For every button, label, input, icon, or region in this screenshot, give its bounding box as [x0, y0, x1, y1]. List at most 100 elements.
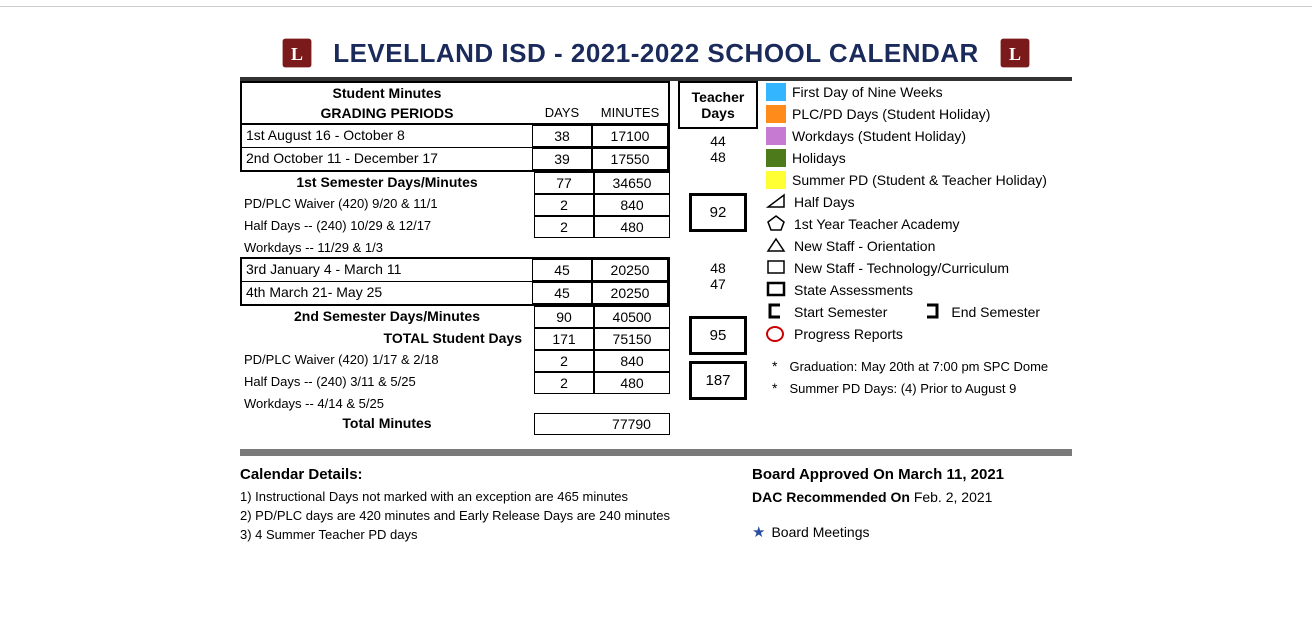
legend-label: Workdays (Student Holiday) — [792, 128, 966, 144]
legend-label: Summer PD (Student & Teacher Holiday) — [792, 172, 1047, 188]
district-logo-left: L — [279, 35, 315, 71]
note-row: * Graduation: May 20th at 7:00 pm SPC Dom… — [766, 355, 1072, 377]
legend-label: State Assessments — [794, 282, 913, 298]
minutes-header: MINUTES — [592, 103, 668, 123]
period-3-label: 3rd January 4 - March 11 — [242, 259, 532, 281]
hd2-days: 2 — [534, 372, 594, 394]
period-3-days: 45 — [532, 259, 592, 281]
page-title: LEVELLAND ISD - 2021-2022 SCHOOL CALENDA… — [333, 38, 979, 69]
start-bracket-icon — [766, 303, 788, 322]
swatch-icon — [766, 171, 786, 189]
legend-label: 1st Year Teacher Academy — [794, 216, 960, 232]
legend-row: New Staff - Technology/Curriculum — [766, 257, 1072, 279]
total-student-days: 171 — [534, 328, 594, 350]
legend-row: New Staff - Orientation — [766, 235, 1072, 257]
period-2-minutes: 17550 — [592, 148, 668, 170]
pd2-days: 2 — [534, 350, 594, 372]
student-minutes-table: Student Minutes GRADING PERIODS DAYS MIN… — [240, 81, 670, 435]
asterisk-icon: * — [766, 358, 783, 374]
rectangle-bold-icon — [766, 281, 788, 300]
swatch-icon — [766, 127, 786, 145]
rectangle-outline-icon — [766, 259, 788, 278]
legend-label: Half Days — [794, 194, 855, 210]
header: L LEVELLAND ISD - 2021-2022 SCHOOL CALEN… — [0, 35, 1312, 81]
total-student-minutes: 75150 — [594, 328, 670, 350]
grading-periods-header: GRADING PERIODS — [242, 103, 532, 123]
legend-row: State Assessments — [766, 279, 1072, 301]
sem2-label: 2nd Semester Days/Minutes — [240, 306, 534, 328]
detail-3: 3) 4 Summer Teacher PD days — [240, 527, 712, 542]
period-1-minutes: 17100 — [592, 125, 668, 147]
wk2-label: Workdays -- 4/14 & 5/25 — [240, 394, 534, 413]
dac-recommended: DAC Recommended On Feb. 2, 2021 — [752, 489, 1072, 505]
teacher-days-p1: 44 — [678, 133, 758, 149]
triangle-icon — [766, 237, 788, 256]
asterisk-icon: * — [766, 380, 783, 396]
legend-row: Start Semester End Semester — [766, 301, 1072, 323]
legend-row: Workdays (Student Holiday) — [766, 125, 1072, 147]
total-minutes-label: Total Minutes — [240, 413, 534, 435]
legend-row: Summer PD (Student & Teacher Holiday) — [766, 169, 1072, 191]
svg-text:L: L — [1009, 44, 1021, 64]
legend-row: PLC/PD Days (Student Holiday) — [766, 103, 1072, 125]
period-4-days: 45 — [532, 282, 592, 304]
hd2-label: Half Days -- (240) 3/11 & 5/25 — [240, 372, 534, 394]
period-2-label: 2nd October 11 - December 17 — [242, 148, 532, 170]
board-approved: Board Approved On March 11, 2021 — [752, 466, 1072, 483]
legend-row: Progress Reports — [766, 323, 1072, 345]
sem2-days: 90 — [534, 306, 594, 328]
district-logo-right: L — [997, 35, 1033, 71]
period-2-days: 39 — [532, 148, 592, 170]
legend-label: Progress Reports — [794, 326, 903, 342]
sem1-label: 1st Semester Days/Minutes — [240, 172, 534, 194]
calendar-details-header: Calendar Details: — [240, 466, 712, 483]
pd2-minutes: 840 — [594, 350, 670, 372]
period-4-label: 4th March 21- May 25 — [242, 282, 532, 304]
hd1-label: Half Days -- (240) 10/29 & 12/17 — [240, 216, 534, 238]
legend: First Day of Nine Weeks PLC/PD Days (Stu… — [766, 81, 1072, 435]
legend-label: Start Semester — [794, 304, 887, 320]
pd1-minutes: 840 — [594, 194, 670, 216]
legend-label: Holidays — [792, 150, 846, 166]
teacher-days-sem1: 92 — [689, 193, 747, 232]
svg-text:L: L — [291, 44, 303, 64]
hd1-minutes: 480 — [594, 216, 670, 238]
hd2-minutes: 480 — [594, 372, 670, 394]
period-1-label: 1st August 16 - October 8 — [242, 125, 532, 147]
legend-label: First Day of Nine Weeks — [792, 84, 943, 100]
detail-2: 2) PD/PLC days are 420 minutes and Early… — [240, 508, 712, 523]
half-triangle-icon — [766, 193, 788, 212]
end-bracket-icon — [923, 303, 945, 322]
period-1-days: 38 — [532, 125, 592, 147]
teacher-days-sem2: 95 — [689, 316, 747, 355]
legend-row: First Day of Nine Weeks — [766, 81, 1072, 103]
period-4-minutes: 20250 — [592, 282, 668, 304]
legend-row: Half Days — [766, 191, 1072, 213]
star-icon: ★ — [752, 524, 765, 541]
total-student-label: TOTAL Student Days — [240, 328, 534, 350]
note-row: *Summer PD Days: (4) Prior to August 9 — [766, 377, 1072, 399]
note-graduation: Graduation: May 20th at 7:00 pm SPC Dome — [789, 359, 1048, 374]
swatch-icon — [766, 83, 786, 101]
detail-1: 1) Instructional Days not marked with an… — [240, 489, 712, 504]
pd1-days: 2 — [534, 194, 594, 216]
legend-row: 1st Year Teacher Academy — [766, 213, 1072, 235]
student-minutes-header: Student Minutes — [242, 83, 532, 103]
teacher-days-p4: 47 — [678, 276, 758, 292]
wk1-label: Workdays -- 11/29 & 1/3 — [240, 238, 534, 257]
legend-label: New Staff - Technology/Curriculum — [794, 260, 1009, 276]
legend-row: Holidays — [766, 147, 1072, 169]
days-header: DAYS — [532, 103, 592, 123]
hd1-days: 2 — [534, 216, 594, 238]
teacher-days-p3: 48 — [678, 260, 758, 276]
board-meetings-row: ★Board Meetings — [752, 523, 1072, 541]
pentagon-icon — [766, 214, 788, 235]
swatch-icon — [766, 149, 786, 167]
sem1-minutes: 34650 — [594, 172, 670, 194]
teacher-days-p2: 48 — [678, 149, 758, 165]
teacher-days-column: Teacher Days 44 48 92 48 47 95 187 — [678, 81, 758, 435]
period-3-minutes: 20250 — [592, 259, 668, 281]
sem1-days: 77 — [534, 172, 594, 194]
teacher-days-header: Teacher Days — [678, 81, 758, 129]
pd2-label: PD/PLC Waiver (420) 1/17 & 2/18 — [240, 350, 534, 372]
